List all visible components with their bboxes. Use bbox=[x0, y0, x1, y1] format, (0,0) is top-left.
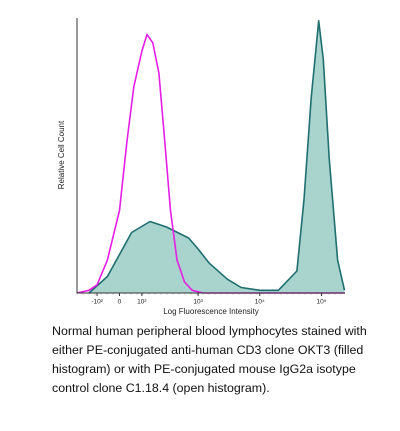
caption: Normal human peripheral blood lymphocyte… bbox=[52, 322, 392, 398]
y-axis-title: Relative Cell Count bbox=[57, 120, 66, 189]
histogram-line bbox=[76, 33, 345, 294]
caption-line: control clone C1.18.4 (open histogram). bbox=[52, 381, 270, 395]
histogram-line bbox=[88, 20, 346, 294]
x-tick-label: -10² bbox=[91, 299, 103, 306]
caption-line: Normal human peripheral blood lymphocyte… bbox=[52, 324, 367, 338]
x-tick-label: 10³ bbox=[193, 299, 203, 306]
caption-line: either PE-conjugated anti-human CD3 clon… bbox=[52, 343, 364, 357]
x-tick-label: 10⁵ bbox=[317, 299, 327, 306]
caption-line: histogram) or with PE-conjugated mouse I… bbox=[52, 362, 356, 376]
x-tick-label: 0 bbox=[118, 299, 122, 306]
histogram-area bbox=[89, 20, 345, 294]
chart: Relative Cell Count Log Fluorescence Int… bbox=[57, 18, 346, 316]
x-tick-label: 10⁴ bbox=[255, 299, 265, 306]
x-tick-label: 10² bbox=[137, 299, 147, 306]
x-axis-title: Log Fluorescence Intensity bbox=[163, 307, 259, 316]
